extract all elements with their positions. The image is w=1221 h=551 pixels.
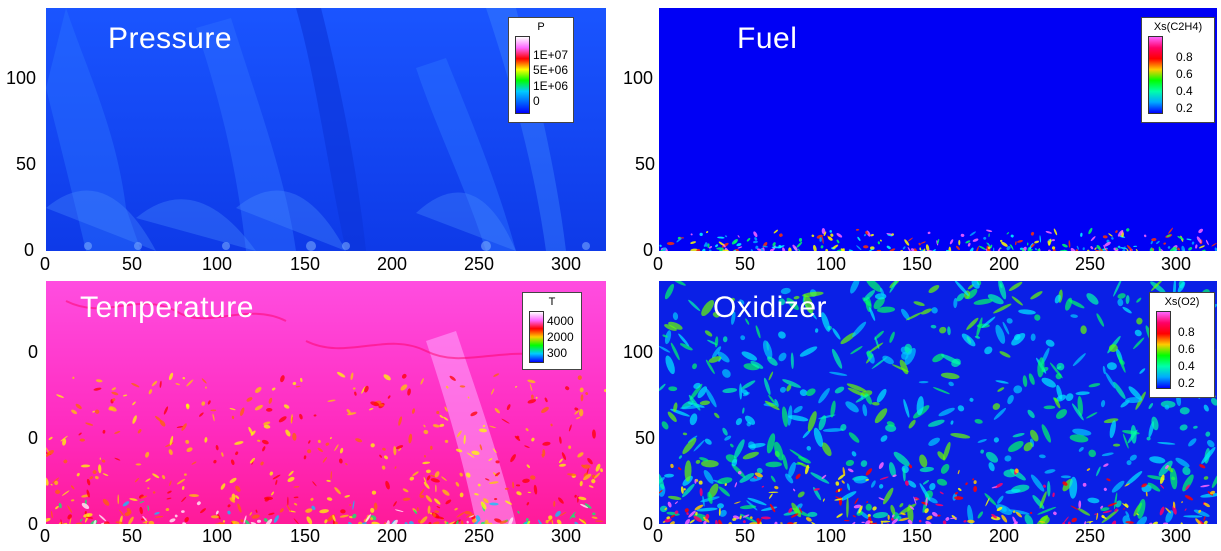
fuel-xtick: 300: [1161, 254, 1192, 274]
temperature-xtick: 50: [122, 526, 143, 546]
fuel-title: Fuel: [737, 22, 798, 55]
fuel-ytick: 100: [623, 68, 654, 88]
fuel-legend-title: Xs(C2H4): [1153, 21, 1203, 33]
pressure-ytick: 50: [16, 154, 37, 174]
fuel-ytick: 0: [643, 240, 654, 260]
temperature-xtick: 300: [551, 526, 582, 546]
pressure-colorbar: [515, 36, 530, 114]
temperature-xtick: 0: [40, 526, 51, 546]
fuel-xtick: 100: [816, 254, 847, 274]
fuel-ytick: 50: [635, 154, 656, 174]
oxidizer-ytick: 0: [643, 514, 654, 534]
pressure-panel: Pressure P 1E+07 5E+06 1E+06 0 0 50 100 …: [0, 0, 610, 276]
oxidizer-legend-label: 0.8: [1178, 325, 1195, 339]
temperature-legend-label: 2000: [547, 330, 574, 344]
oxidizer-legend-label: 0.6: [1178, 342, 1195, 356]
oxidizer-xtick: 0: [653, 526, 664, 546]
oxidizer-colorbar: [1156, 311, 1171, 389]
temperature-ytick: 0: [28, 428, 39, 448]
pressure-xtick: 250: [464, 254, 495, 274]
pressure-xtick: 300: [551, 254, 582, 274]
fuel-legend: Xs(C2H4) 0.8 0.6 0.4 0.2: [1141, 17, 1215, 123]
oxidizer-xtick: 50: [735, 526, 756, 546]
fuel-xtick: 200: [989, 254, 1020, 274]
fuel-xtick: 250: [1075, 254, 1106, 274]
fuel-field: Fuel: [659, 8, 1217, 251]
fuel-legend-label: 0.6: [1176, 67, 1193, 81]
pressure-legend-label: 1E+07: [533, 48, 569, 62]
oxidizer-legend: Xs(O2) 0.8 0.6 0.4 0.2: [1149, 292, 1215, 398]
pressure-legend-label: 5E+06: [533, 63, 569, 77]
fuel-legend-label: 0.2: [1176, 101, 1193, 115]
pressure-xtick: 150: [290, 254, 321, 274]
oxidizer-legend-label: 0.4: [1178, 359, 1195, 373]
pressure-legend: P 1E+07 5E+06 1E+06 0: [508, 17, 574, 123]
temperature-legend: T 4000 2000 300: [522, 292, 582, 370]
oxidizer-ytick: 100: [623, 342, 654, 362]
pressure-xtick: 100: [202, 254, 233, 274]
fuel-contours: [659, 8, 1217, 251]
temperature-ytick: 0: [28, 342, 39, 362]
temperature-contours: [46, 281, 606, 524]
pressure-legend-label: 1E+06: [533, 79, 569, 93]
pressure-ytick: 0: [24, 240, 35, 260]
fuel-xtick: 0: [653, 254, 664, 274]
temperature-colorbar: [529, 311, 544, 363]
temperature-legend-label: 300: [547, 346, 568, 360]
oxidizer-ytick: 50: [635, 428, 656, 448]
temperature-ytick: 0: [28, 514, 39, 534]
fuel-panel: Fuel Xs(C2H4) 0.8 0.6 0.4 0.2 0 50 100 0…: [611, 0, 1221, 276]
temperature-legend-label: 4000: [547, 314, 574, 328]
fuel-legend-label: 0.8: [1176, 50, 1193, 64]
pressure-ytick: 100: [6, 68, 37, 88]
oxidizer-title: Oxidizer: [713, 291, 828, 324]
temperature-title: Temperature: [80, 291, 254, 324]
oxidizer-xtick: 200: [989, 526, 1020, 546]
fuel-xtick: 50: [735, 254, 756, 274]
pressure-legend-label: 0: [533, 94, 540, 108]
fuel-colorbar: [1148, 36, 1163, 114]
temperature-specks: [46, 371, 606, 524]
oxidizer-xtick: 100: [816, 526, 847, 546]
pressure-xtick: 0: [40, 254, 51, 274]
temperature-xtick: 250: [464, 526, 495, 546]
temperature-xtick: 100: [202, 526, 233, 546]
oxidizer-xtick: 150: [902, 526, 933, 546]
fuel-specks: [659, 227, 1217, 251]
oxidizer-xtick: 250: [1075, 526, 1106, 546]
pressure-xtick: 200: [377, 254, 408, 274]
oxidizer-legend-label: 0.2: [1178, 376, 1195, 390]
fuel-xtick: 150: [902, 254, 933, 274]
temperature-xtick: 150: [290, 526, 321, 546]
pressure-legend-title: P: [537, 21, 545, 33]
temperature-panel: Temperature T 4000 2000 300 0 0 0 0 50 1…: [0, 276, 610, 551]
pressure-title: Pressure: [108, 22, 233, 55]
fuel-legend-label: 0.4: [1176, 84, 1193, 98]
oxidizer-xtick: 300: [1161, 526, 1192, 546]
temperature-legend-title: T: [548, 296, 556, 308]
pressure-xtick: 50: [122, 254, 143, 274]
oxidizer-field: Oxidizer: [659, 281, 1217, 524]
oxidizer-panel: Oxidizer Xs(O2) 0.8 0.6 0.4 0.2 0 50 100…: [611, 276, 1221, 551]
temperature-field: Temperature: [46, 281, 606, 524]
oxidizer-legend-title: Xs(O2): [1164, 296, 1200, 308]
temperature-xtick: 200: [377, 526, 408, 546]
